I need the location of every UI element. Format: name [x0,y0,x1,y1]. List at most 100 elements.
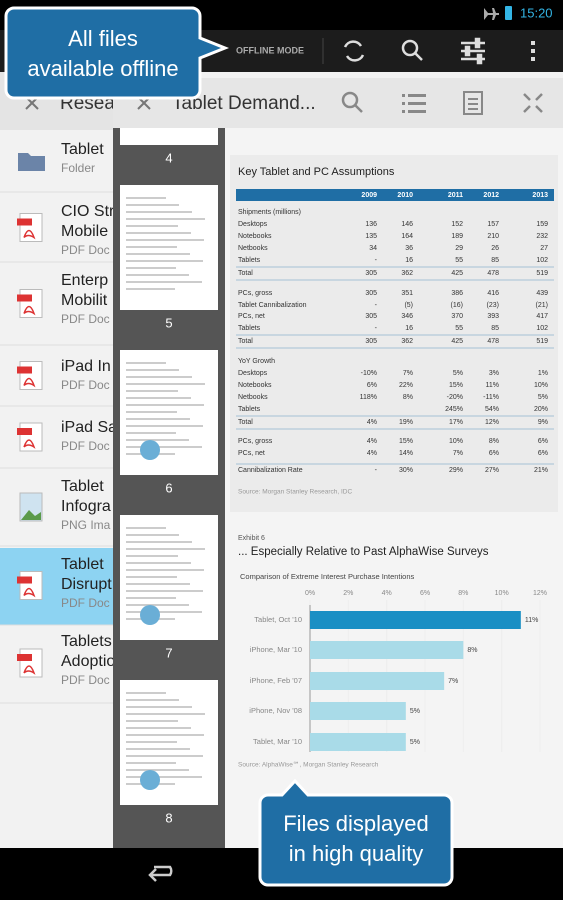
row-label: PCs, net [238,313,265,320]
pdf-icon-band [17,294,32,302]
refresh-button[interactable] [343,40,365,62]
exhibit-chart: 0% 2% 4% 6% 8% 10% 12% Tablet, Oct '10 11% iPhone… [249,590,547,752]
table-cell: 152 [451,221,463,228]
column-header: 2013 [532,192,548,199]
pdf-icon-band [17,654,32,661]
file-item[interactable]: Tablets Adoptio PDF Doc [0,633,115,704]
table-cell: 305 [365,270,377,277]
table-cell: 15% [449,382,463,389]
row-label: Total [238,338,253,345]
row-label: PCs, net [238,450,265,457]
file-title: Infogra [61,498,111,515]
bar [310,611,521,629]
thumbnail[interactable]: 6 [120,350,218,495]
thumbnail-text [126,418,190,420]
table-cell: 159 [536,221,548,228]
pdf-icon-mark [23,439,36,449]
table-cell: 245% [445,406,463,413]
file-title: Tablet [61,478,104,495]
thumbnail[interactable]: 4 [120,128,218,165]
table-cell: 21% [534,467,548,474]
table-cell: 136 [365,221,377,228]
row-label: Netbooks [238,245,268,252]
table-cell: 417 [536,313,548,320]
table-cell: 478 [487,338,499,345]
overflow-menu[interactable] [531,41,535,61]
x-tick-label: 2% [343,590,353,597]
table-cell: 26 [491,245,499,252]
thumbnail-text [126,534,179,536]
table-cell: -11% [483,394,499,401]
table-cell: 14% [399,450,413,457]
file-item[interactable]: Enterp Mobilit PDF Doc [0,272,113,346]
exhibit-number: Exhibit 6 [238,535,265,542]
table-cell: 519 [536,270,548,277]
callout-text: in high quality [289,841,424,866]
thumbnail-text [126,439,189,441]
category-label: Tablet, Mar '10 [253,737,302,746]
thumbnail[interactable]: 8 [120,680,218,825]
category-label: iPhone, Feb '07 [250,676,302,685]
row-label: PCs, gross [238,438,273,445]
table-cell: 351 [401,290,413,297]
thumbnail-text [126,720,178,722]
table-cell: 55 [455,257,463,264]
value-label: 5% [410,739,420,746]
column-header: 2009 [361,192,377,199]
thumbnail-text [126,597,176,599]
file-item[interactable]: Tablet Disrupt PDF Doc [0,548,113,626]
row-label: Tablets [238,325,261,332]
file-title: Tablet [61,141,104,158]
table-cell: 7% [453,450,463,457]
thumbnail-number: 5 [165,315,172,330]
table-cell: 519 [536,338,548,345]
thumbnail-text [126,555,178,557]
viewer-outline[interactable] [402,94,426,113]
thumbnail-text [126,204,179,206]
thumbnail-text [126,239,204,241]
file-subtitle: PDF Doc [61,673,110,687]
table-cell: 34 [369,245,377,252]
table-cell: 6% [538,450,548,457]
search-button[interactable] [401,39,423,61]
table-cell: 305 [365,338,377,345]
viewer-tab-title: Tablet Demand... [172,93,316,114]
table-cell: 6% [489,450,499,457]
viewer-fullscreen[interactable] [523,93,543,113]
x-tick-label: 10% [495,590,509,597]
pdf-icon-band [17,218,32,226]
x-tick-label: 0% [305,590,315,597]
thumbnail-text [126,706,192,708]
value-label: 8% [467,647,477,654]
file-item[interactable]: iPad In PDF Doc [0,358,113,407]
viewer-search[interactable] [341,91,363,113]
table-title: Key Tablet and PC Assumptions [238,166,395,178]
thumbnail-text [126,246,177,248]
table-cell: 3% [489,370,499,377]
thumbnail-text [126,590,203,592]
file-item[interactable]: CIO Str Mobile PDF Doc [0,203,115,263]
image-icon [19,492,43,522]
pdf-icon [19,571,43,600]
row-label: Cannibalization Rate [238,467,303,474]
pdf-icon-band [17,366,32,374]
back-button[interactable] [148,865,173,882]
row-label: Notebooks [238,382,272,389]
table-cell: 4% [367,450,377,457]
category-label: Tablet, Oct '10 [254,615,302,624]
thumbnail[interactable]: 7 [120,515,218,660]
viewer-pages[interactable] [463,91,483,115]
settings-button[interactable] [461,37,485,65]
thumbnail-text [126,446,202,448]
thumbnail-text [126,734,204,736]
file-title: Mobilit [61,292,108,309]
table-cell: - [375,302,378,309]
file-item[interactable]: Tablet Infogra PNG Ima [0,478,113,547]
thumbnail-text [126,288,175,290]
thumbnail-text [126,411,177,413]
value-label: 5% [410,708,420,715]
file-item[interactable]: Tablet Folder [0,141,113,193]
file-item[interactable]: iPad Sa PDF Doc [0,419,117,469]
thumbnail[interactable]: 5 [120,185,218,330]
